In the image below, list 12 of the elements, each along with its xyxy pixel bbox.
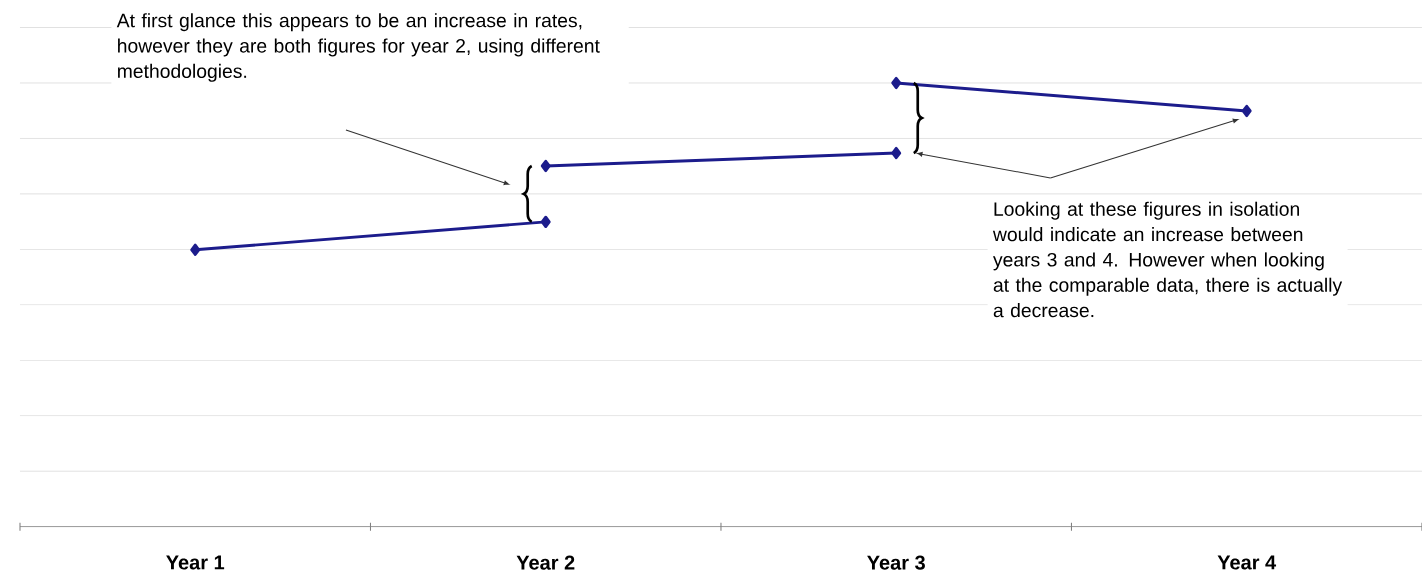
point <box>190 243 201 256</box>
x-tick-label: Year 2 <box>516 555 575 570</box>
point <box>540 215 551 228</box>
point <box>1241 104 1252 118</box>
x-tick-label: Year 3 <box>867 555 925 570</box>
point <box>540 159 551 173</box>
text: At first glance this appears to be an increase in rates, however they are both figures for year 2, using different methodologies. <box>116 13 600 82</box>
x-tick-label: Year 1 <box>166 555 225 570</box>
x-tick-label: Year 4 <box>1217 555 1277 570</box>
annotation: Looking at these figures in isolation would indicate an increase between years 3 and 4. However when looking at the comparable data, there is actually a decrease. <box>992 201 1343 318</box>
point <box>891 146 902 160</box>
point <box>891 76 902 90</box>
